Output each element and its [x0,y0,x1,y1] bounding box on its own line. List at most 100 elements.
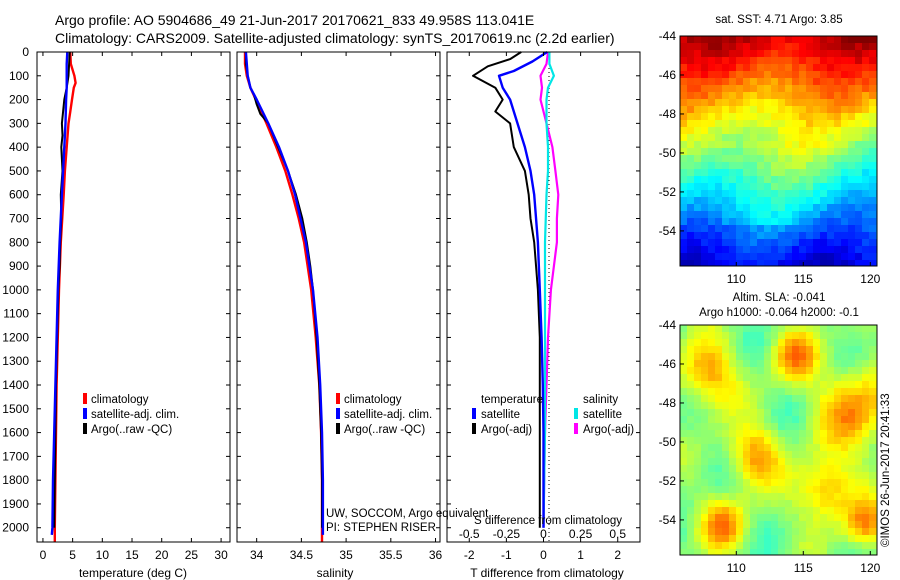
altimetry-map-cell [722,521,730,529]
altimetry-map-cell [722,395,730,403]
sst-map-cell [701,183,709,191]
altimetry-map-cell [778,416,786,424]
sst-map-cell [841,169,849,177]
altimetry-map-cell [820,542,828,550]
sst-map-cell [757,106,765,114]
altimetry-map-cell [708,437,716,445]
legend-swatch-climatology [83,393,87,404]
altimetry-map-cell [820,458,828,466]
sst-map-cell [680,225,688,233]
altimetry-map-cell [869,472,877,480]
altimetry-map-cell [729,395,737,403]
sst-map-cell [764,239,772,247]
sst-map-cell [715,162,723,170]
sst-map-cell [799,85,807,93]
sst-map-cell [848,78,856,86]
sst-map-cell [722,155,730,163]
altimetry-map-cell [792,374,800,382]
altimetry-map-cell [862,444,870,452]
sst-map-cell [813,50,821,58]
sst-map-cell [729,253,737,261]
altimetry-map-cell [750,360,758,368]
altimetry-map-cell [820,367,828,375]
altimetry-map-cell [771,353,779,361]
altimetry-map-cell [687,332,695,340]
altimetry-map-cell [715,451,723,459]
altimetry-map-cell [701,451,709,459]
sst-map-cell [813,253,821,261]
sst-map-cell [862,120,870,128]
sst-map-cell [827,141,835,149]
sst-map-cell [715,183,723,191]
altimetry-map-cell [841,451,849,459]
sst-map-cell [827,204,835,212]
sst-map-cell [813,246,821,254]
sst-map-cell [813,64,821,72]
sst-map-cell [680,141,688,149]
altimetry-map-cell [764,430,772,438]
altimetry-map-cell [708,388,716,396]
temperature-x-tick-label: 15 [125,548,139,562]
sst-map-cell [708,246,716,254]
altimetry-map-cell [722,388,730,396]
depth-tick-label: 1400 [2,378,29,392]
altimetry-map-cell [729,465,737,473]
salinity-legend: climatology satellite-adj. clim. Argo(..… [336,393,432,436]
sst-map-cell [862,169,870,177]
sst-map-cell [750,64,758,72]
sst-map-cell [701,141,709,149]
legend-swatch-satellite [83,408,87,419]
altimetry-map-cell [848,346,856,354]
sst-map-cell [799,225,807,233]
altimetry-map-cell [862,374,870,382]
altimetry-map-cell [680,486,688,494]
altimetry-map-cell [841,367,849,375]
sst-map-cell [827,190,835,198]
altimetry-map-cell [771,395,779,403]
sst-map-cell [687,211,695,219]
altimetry-map-cell [778,535,786,543]
altimetry-map-cell [757,353,765,361]
altimetry-map-cell [869,458,877,466]
sst-map-cell [729,127,737,135]
altimetry-map-cell [813,402,821,410]
sst-map-cell [680,190,688,198]
salinity-argo-diff-line [539,51,560,528]
altimetry-map-cell [834,493,842,501]
sst-map-cell [687,78,695,86]
depth-tick-label: 0 [22,45,29,59]
sst-map-cell [750,204,758,212]
altimetry-map-cell [778,325,786,333]
altimetry-map-cell [680,528,688,536]
sst-map-cell [743,134,751,142]
altimetry-map-cell [834,451,842,459]
sst-map-cell [778,85,786,93]
sst-map-cell [792,57,800,65]
sst-map-cell [736,92,744,100]
sst-map-cell [813,218,821,226]
sst-map-cell [799,50,807,58]
sst-map-cell [799,183,807,191]
altimetry-map-cell [750,367,758,375]
altimetry-map-cell [736,353,744,361]
sst-map-cell [694,176,702,184]
sst-map-cell [680,253,688,261]
sst-map-cell [841,211,849,219]
sst-map-cell [820,204,828,212]
altimetry-map-cell [862,542,870,550]
altimetry-map-cell [827,472,835,480]
altimetry-map-cell [736,514,744,522]
sst-map-cell [680,211,688,219]
sst-map-cell [813,204,821,212]
sst-map-cell [771,190,779,198]
sst-y-tick-label: -46 [659,68,677,82]
sst-map-cell [806,155,814,163]
sst-map-cell [855,113,863,121]
sst-map-cell [715,85,723,93]
sst-map-cell [778,253,786,261]
sst-map-cell [729,43,737,51]
sst-map-cell [848,92,856,100]
altimetry-map-cell [743,528,751,536]
altimetry-map-cell [743,472,751,480]
altimetry-map-cell [855,472,863,480]
